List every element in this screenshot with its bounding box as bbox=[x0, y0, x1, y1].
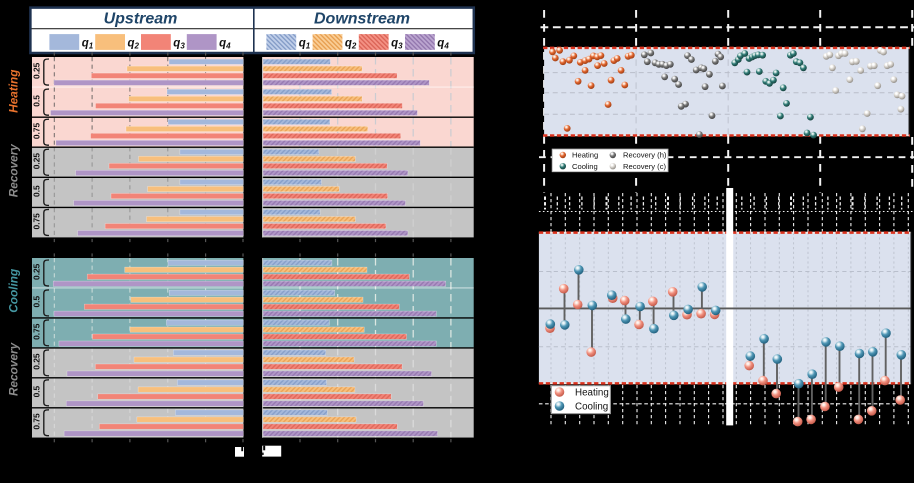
svg-text:0.25: 0.25 bbox=[32, 353, 42, 370]
svg-text:q4: q4 bbox=[219, 37, 231, 50]
svg-text:q1: q1 bbox=[82, 37, 94, 50]
svg-text:0.75: 0.75 bbox=[32, 323, 42, 340]
svg-text:q3: q3 bbox=[391, 37, 403, 50]
svg-text:Recovery (c): Recovery (c) bbox=[623, 162, 667, 171]
svg-text:0.75: 0.75 bbox=[32, 123, 42, 140]
svg-text:Recovery: Recovery bbox=[7, 143, 21, 198]
svg-text:0.5: 0.5 bbox=[32, 185, 42, 197]
svg-text:Cooling: Cooling bbox=[572, 162, 598, 171]
svg-text:q3: q3 bbox=[173, 37, 185, 50]
svg-text:0.5: 0.5 bbox=[32, 95, 42, 107]
svg-text:Heating: Heating bbox=[575, 388, 609, 399]
svg-text:Recovery (h): Recovery (h) bbox=[623, 151, 667, 160]
svg-text:q1: q1 bbox=[299, 37, 311, 50]
svg-text:Heating: Heating bbox=[7, 70, 21, 113]
svg-text:Cooling: Cooling bbox=[7, 269, 21, 313]
svg-text:Cooling: Cooling bbox=[575, 402, 608, 413]
svg-text:Recovery: Recovery bbox=[7, 341, 21, 396]
svg-text:0.25: 0.25 bbox=[32, 263, 42, 280]
svg-text:q4: q4 bbox=[437, 37, 449, 50]
svg-text:q2: q2 bbox=[128, 37, 140, 50]
svg-text:q2: q2 bbox=[345, 37, 357, 50]
svg-text:0.5: 0.5 bbox=[32, 385, 42, 397]
svg-text:0.25: 0.25 bbox=[32, 153, 42, 170]
svg-text:Downstream: Downstream bbox=[314, 11, 410, 28]
svg-text:0.75: 0.75 bbox=[32, 413, 42, 430]
svg-text:Upstream: Upstream bbox=[104, 11, 178, 28]
svg-text:Heating: Heating bbox=[572, 151, 598, 160]
svg-text:0.5: 0.5 bbox=[32, 296, 42, 308]
svg-text:0.25: 0.25 bbox=[32, 62, 42, 79]
svg-text:0.75: 0.75 bbox=[32, 213, 42, 230]
